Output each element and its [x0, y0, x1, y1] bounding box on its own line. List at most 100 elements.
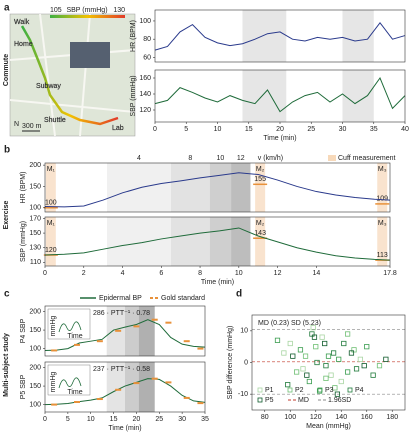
scatter-point	[285, 382, 291, 388]
shaded-band	[107, 217, 171, 266]
x-axis-label: Time (min)	[201, 279, 234, 286]
x-tick-label: 120	[310, 414, 322, 421]
x-axis-label: Time (min)	[263, 135, 296, 142]
legend-label: P4	[355, 387, 364, 394]
cuff-label: M₃	[378, 220, 387, 227]
cuff-value-label: 120	[45, 247, 57, 254]
row-label: Commute	[3, 54, 10, 86]
annotation: MD (0.23) SD (5.23)	[258, 320, 321, 327]
cuff-label: M₂	[256, 220, 265, 227]
scatter-point	[281, 350, 287, 356]
cuff-label: M₁	[47, 220, 56, 227]
x-tick-label: 40	[401, 126, 409, 133]
scatter-point	[357, 356, 363, 362]
panel-letter: b	[4, 145, 10, 156]
map-label: Walk	[14, 19, 30, 26]
x-tick-label: 180	[386, 414, 398, 421]
map-route	[20, 25, 119, 126]
x-tick-label: 25	[307, 126, 315, 133]
data-line	[154, 76, 406, 113]
data-line	[44, 319, 206, 351]
inset-x-label: Time	[67, 389, 82, 396]
map-north: N	[14, 121, 19, 128]
shaded-band	[342, 70, 374, 122]
legend-label: Epidermal BP	[99, 295, 142, 302]
scatter-point	[341, 340, 347, 347]
inset-frame	[47, 308, 91, 340]
scatter-point	[304, 372, 310, 378]
scatter-point	[323, 363, 329, 369]
shaded-band	[125, 362, 139, 412]
x-tick-label: 5	[66, 416, 70, 423]
y-tick-label: 200	[29, 364, 41, 371]
x-tick-label: 5	[184, 126, 188, 133]
scatter-point	[376, 363, 383, 369]
scatter-point	[370, 372, 376, 378]
x-tick-label: 0	[43, 416, 47, 423]
cuff-label: M₃	[378, 166, 387, 173]
y-tick-label: 100	[29, 345, 41, 352]
annotation: 286 · PTT⁻¹ · 0.78	[93, 310, 150, 317]
colorbar-label: SBP (mmHg)	[66, 7, 107, 14]
y-tick-label: 200	[29, 308, 41, 315]
cuff-label: M₁	[47, 166, 56, 173]
colorbar	[50, 15, 125, 18]
y-axis-label: HR (BPM)	[130, 20, 137, 52]
x-tick-label: 160	[361, 414, 373, 421]
y-tick-label: 100	[29, 401, 41, 408]
y-tick-label: 60	[143, 54, 151, 61]
legend-swatch	[328, 155, 336, 161]
legend-marker	[317, 387, 323, 393]
y-tick-label: 170	[29, 215, 41, 222]
colorbar-tick: 105	[50, 7, 62, 14]
scatter-point	[325, 353, 332, 359]
shaded-band	[242, 70, 287, 122]
legend-label: 1.96SD	[328, 397, 351, 404]
x-tick-label: 12	[274, 270, 282, 277]
shaded-band	[170, 163, 210, 212]
scatter-point	[287, 340, 293, 347]
y-tick-label: 200	[29, 162, 41, 169]
legend-label: Cuff measurement	[338, 155, 396, 162]
scatter-point	[306, 378, 312, 385]
cuff-label: M₂	[256, 166, 265, 173]
shaded-band	[209, 163, 232, 212]
shaded-band	[125, 306, 139, 356]
top-axis-label: v (km/h)	[258, 155, 283, 162]
speed-label: 8	[188, 155, 192, 162]
x-tick-label: 15	[245, 126, 253, 133]
y-axis-label: SBP (mmHg)	[130, 75, 137, 116]
shaded-band	[231, 217, 251, 266]
legend-label: P5	[265, 397, 274, 404]
shaded-band	[209, 217, 232, 266]
inset-waveform	[58, 377, 82, 389]
x-tick-label: 6	[159, 270, 163, 277]
legend-marker	[347, 387, 353, 393]
x-tick-label: 30	[178, 416, 186, 423]
shaded-band	[107, 163, 171, 212]
x-tick-label: 140	[335, 414, 347, 421]
row-label: Exercise	[3, 200, 10, 229]
cuff-value-label: 113	[377, 252, 388, 259]
scatter-point	[328, 372, 334, 378]
legend-marker	[287, 387, 293, 393]
panel-letter: c	[4, 289, 10, 300]
x-tick-label: 10	[235, 270, 243, 277]
scatter-point	[297, 347, 304, 353]
scatter-point	[314, 359, 320, 366]
scatter-point	[336, 356, 342, 362]
plot-frame	[44, 361, 206, 413]
x-tick-label: 35	[370, 126, 378, 133]
map-scale: 300 m	[22, 123, 42, 130]
scatter-point	[345, 331, 351, 337]
cuff-band	[45, 217, 56, 266]
data-line	[44, 172, 391, 208]
scatter-point	[348, 350, 355, 356]
map-label: Home	[14, 41, 33, 48]
x-tick-label: 35	[201, 416, 209, 423]
plot-frame	[44, 216, 391, 267]
scatter-point	[364, 344, 370, 350]
scatter-point	[338, 378, 344, 385]
y-tick-label: 150	[29, 383, 41, 390]
